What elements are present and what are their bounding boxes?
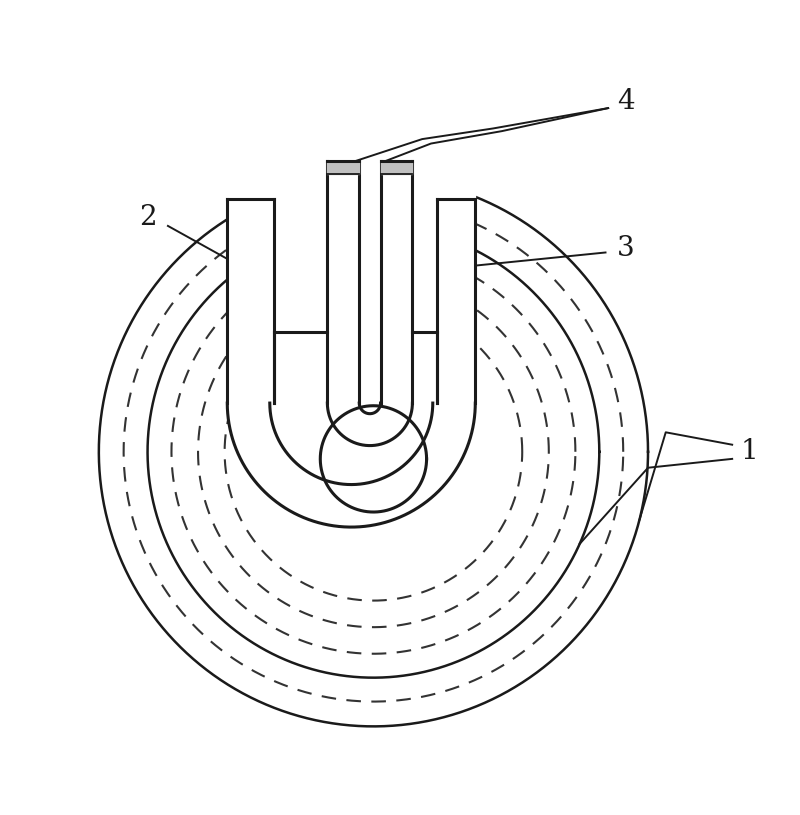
Text: 1: 1 (741, 438, 758, 465)
Polygon shape (382, 172, 411, 403)
Polygon shape (438, 200, 474, 403)
Polygon shape (381, 161, 413, 174)
Text: 2: 2 (138, 204, 156, 231)
Text: 3: 3 (617, 235, 634, 262)
Polygon shape (227, 155, 475, 527)
Polygon shape (320, 406, 426, 512)
Polygon shape (99, 177, 648, 726)
Polygon shape (327, 161, 359, 174)
Polygon shape (328, 172, 358, 403)
Polygon shape (227, 134, 475, 403)
Polygon shape (228, 200, 274, 403)
Text: 4: 4 (617, 88, 634, 116)
